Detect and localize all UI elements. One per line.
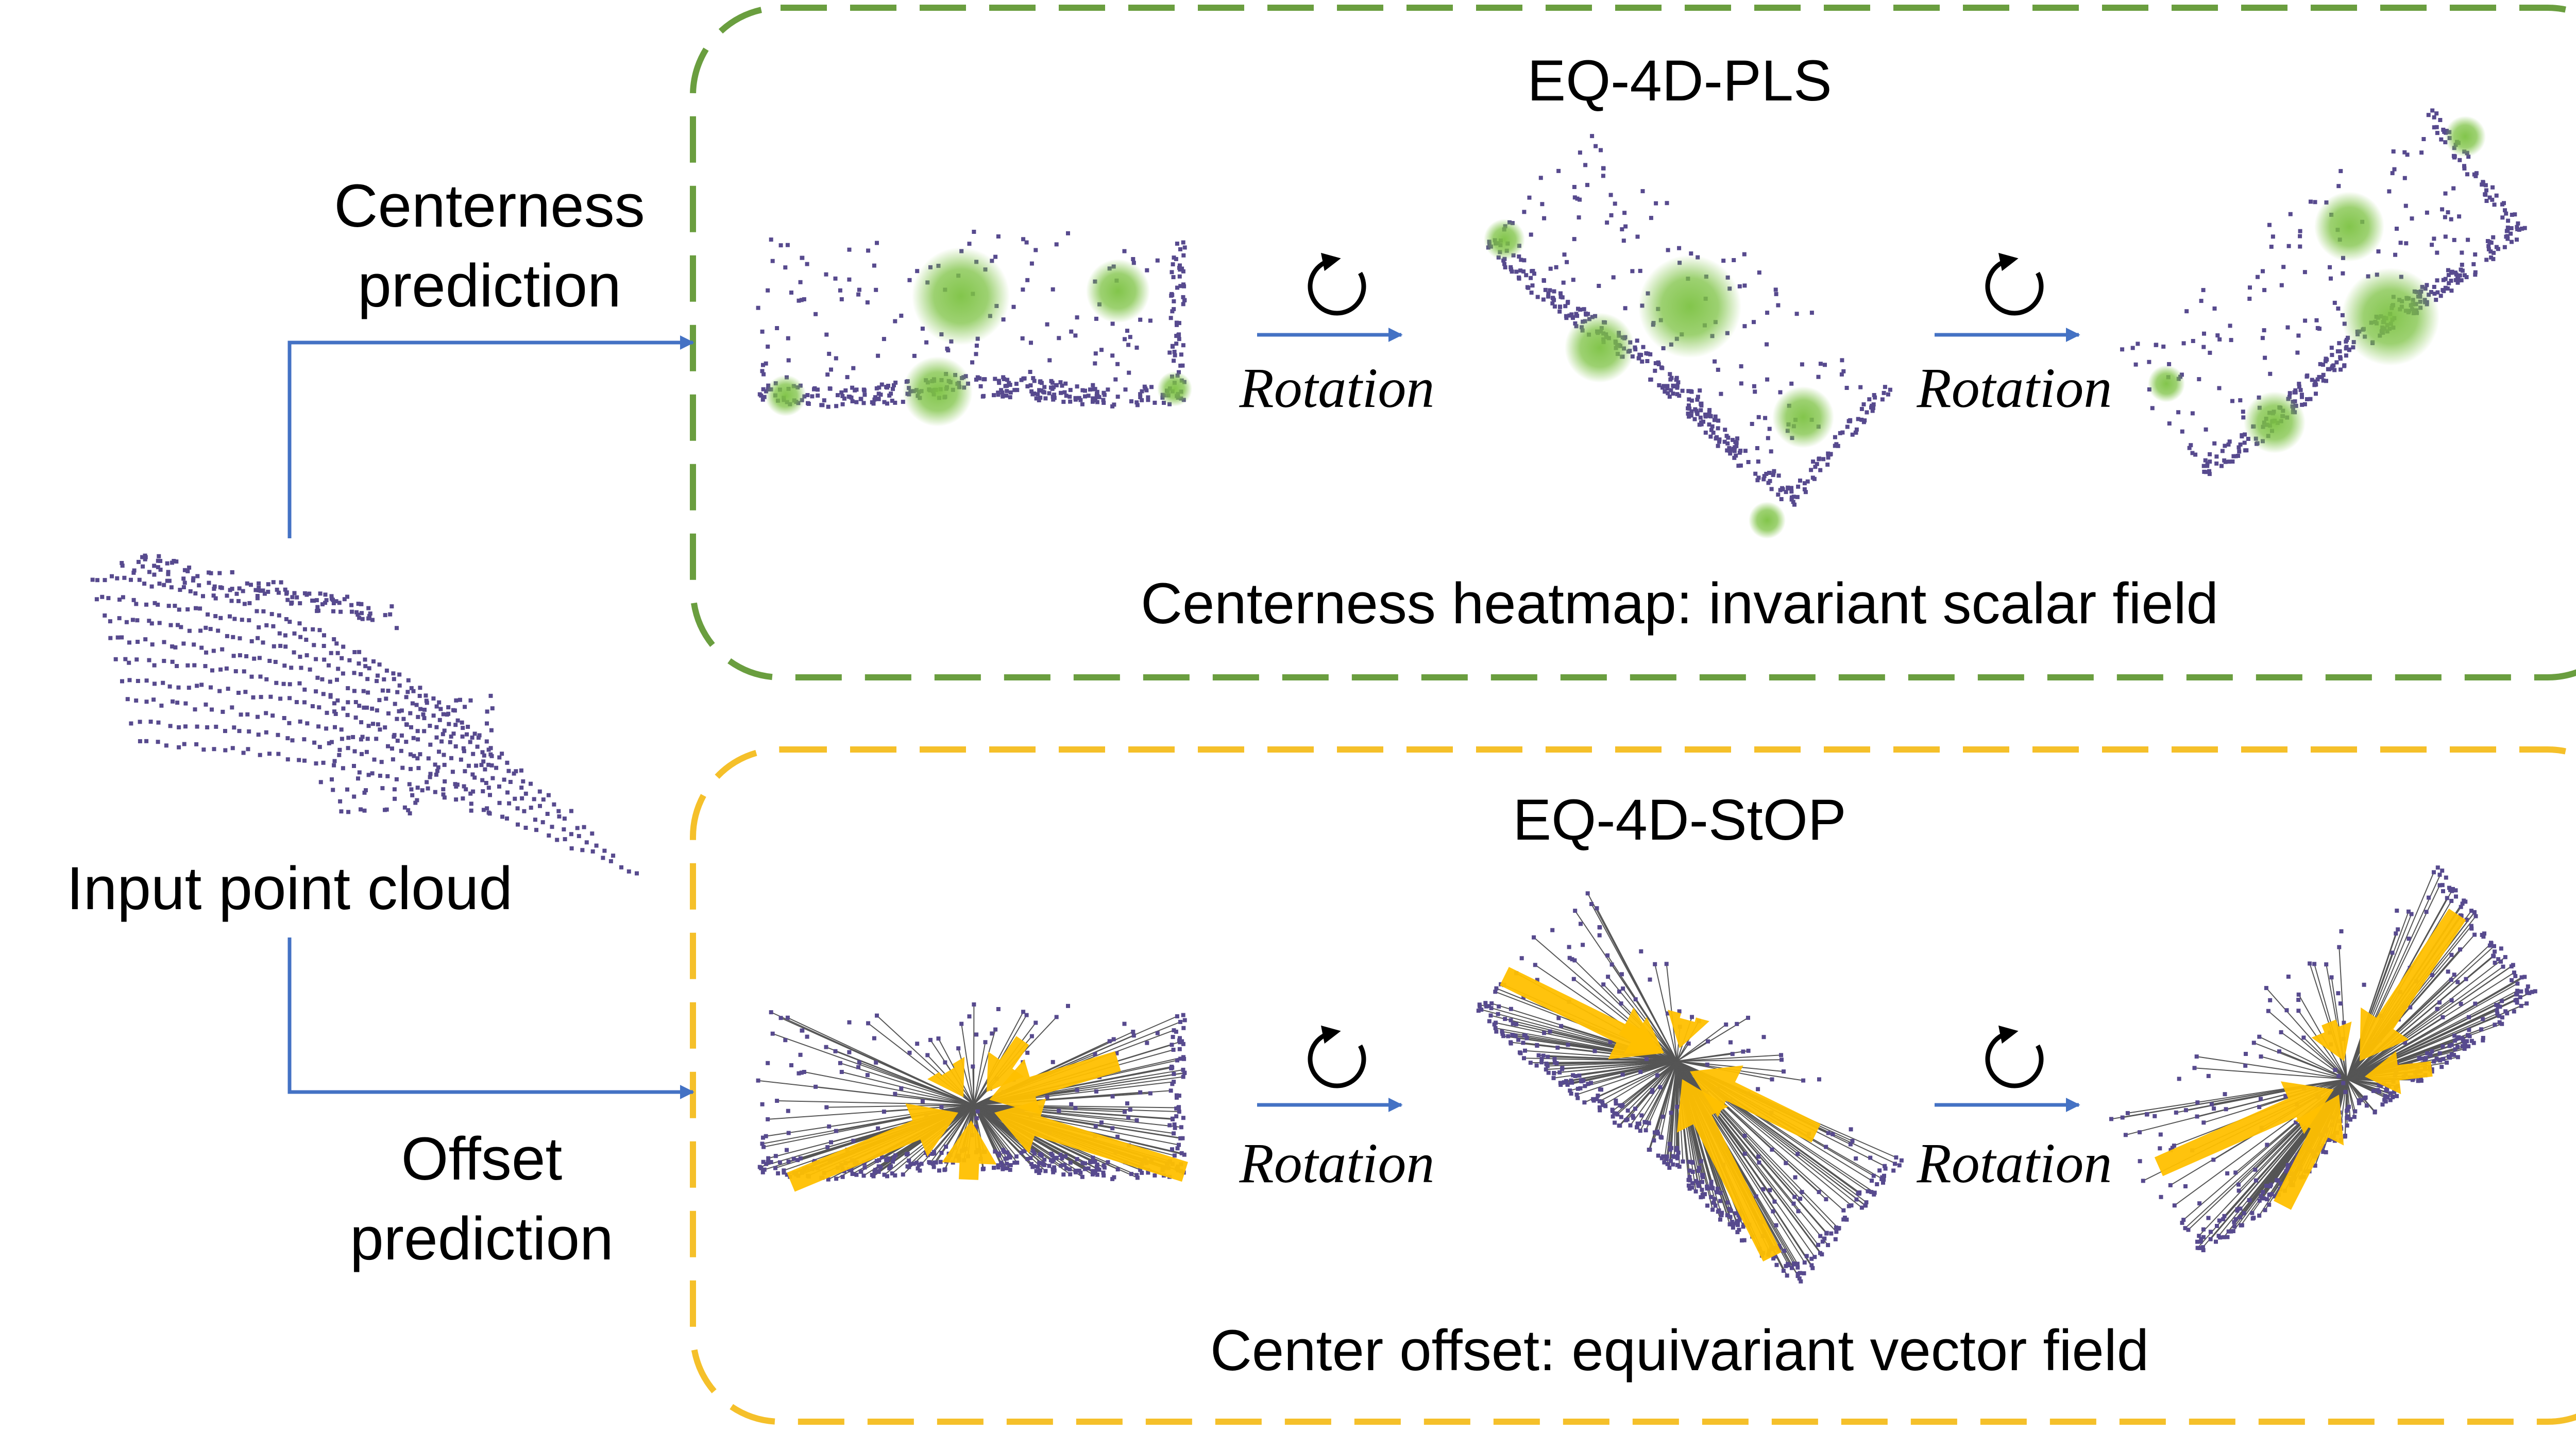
rotation-label: Rotation: [1239, 1132, 1435, 1195]
offset-arrows: [787, 908, 2466, 1261]
rotation-label: Rotation: [1239, 356, 1435, 419]
rotation-label: Rotation: [1917, 1132, 2112, 1195]
rotate-clockwise-icon: [1308, 252, 1366, 316]
centerness-heatmap-blobs: [765, 116, 2486, 539]
centerness-branch-label-line1: Centerness: [334, 172, 645, 240]
centerness-panel-caption: Centerness heatmap: invariant scalar fie…: [1141, 571, 2218, 636]
rotate-clockwise-icon: [1985, 1025, 2044, 1088]
input-point-cloud: [90, 553, 639, 876]
rotate-clockwise-icon: [1985, 252, 2044, 316]
rotate-clockwise-icon: [1308, 1025, 1366, 1088]
offset-branch-label-line1: Offset: [401, 1125, 563, 1193]
offset-panel-caption: Center offset: equivariant vector field: [1210, 1318, 2149, 1383]
rotation-step-offset-2: Rotation: [1917, 1025, 2112, 1195]
rotation-label: Rotation: [1917, 356, 2112, 419]
offset-panel-title: EQ-4D-StOP: [1513, 788, 1846, 852]
centerness-panel-title: EQ-4D-PLS: [1527, 48, 1832, 113]
connector-to-centerness: [287, 335, 694, 538]
input-label: Input point cloud: [66, 855, 513, 923]
offset-branch-label-line2: prediction: [350, 1205, 614, 1273]
rotation-step-offset-1: Rotation: [1239, 1025, 1435, 1195]
centerness-cloud-3: [2120, 108, 2527, 476]
rotation-step-centerness-1: Rotation: [1239, 252, 1435, 419]
rotation-step-centerness-2: Rotation: [1917, 252, 2112, 419]
centerness-branch-label-line2: prediction: [358, 252, 621, 320]
connector-to-offset: [287, 937, 694, 1099]
